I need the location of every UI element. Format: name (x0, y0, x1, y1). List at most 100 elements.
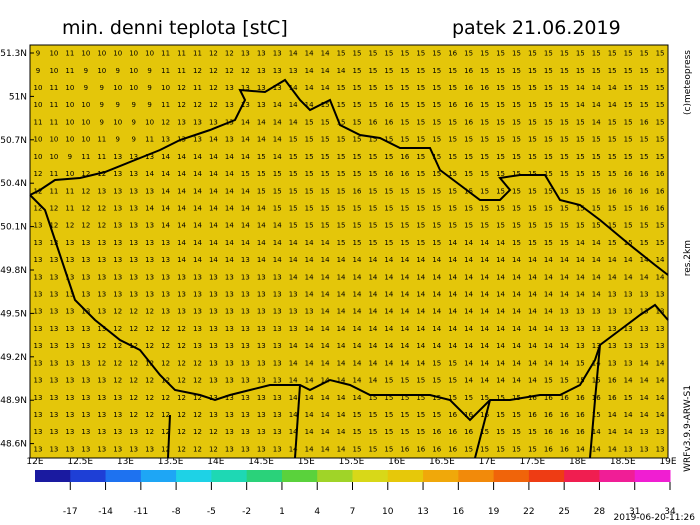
grid-value: 15 (624, 153, 633, 161)
grid-value: 12 (193, 428, 202, 436)
grid-value: 13 (49, 377, 58, 385)
grid-value: 12 (145, 325, 154, 333)
grid-value: 15 (368, 170, 377, 178)
grid-value: 13 (113, 445, 122, 453)
grid-value: 13 (113, 222, 122, 230)
grid-value: 12 (209, 101, 218, 109)
grid-value: 13 (113, 170, 122, 178)
grid-value: 14 (337, 256, 346, 264)
grid-value: 15 (257, 153, 266, 161)
grid-value: 12 (97, 170, 106, 178)
grid-value: 14 (560, 273, 569, 281)
grid-value: 12 (193, 359, 202, 367)
grid-value: 15 (624, 222, 633, 230)
grid-value: 14 (193, 170, 202, 178)
grid-value: 15 (321, 153, 330, 161)
grid-value: 12 (177, 428, 186, 436)
grid-value: 13 (273, 291, 282, 299)
grid-value: 15 (416, 84, 425, 92)
grid-value: 15 (640, 153, 649, 161)
grid-value: 14 (464, 359, 473, 367)
grid-value: 13 (273, 359, 282, 367)
grid-value: 13 (65, 256, 74, 264)
grid-value: 14 (289, 359, 298, 367)
grid-value: 15 (480, 428, 489, 436)
grid-value: 14 (416, 256, 425, 264)
grid-value: 15 (592, 204, 601, 212)
colorbar-swatch (246, 470, 283, 482)
grid-value: 13 (225, 325, 234, 333)
grid-value: 9 (115, 101, 119, 109)
grid-value: 13 (624, 342, 633, 350)
grid-value: 15 (480, 170, 489, 178)
grid-value: 13 (65, 308, 74, 316)
colorbar-label: 10 (382, 507, 394, 517)
grid-value: 14 (273, 256, 282, 264)
grid-value: 15 (480, 118, 489, 126)
grid-value: 15 (321, 136, 330, 144)
grid-value: 14 (305, 394, 314, 402)
grid-value: 15 (464, 170, 473, 178)
grid-value: 15 (432, 359, 441, 367)
grid-value: 14 (592, 428, 601, 436)
lon-label: 15E (298, 457, 315, 467)
grid-value: 14 (512, 359, 521, 367)
grid-value: 14 (337, 377, 346, 385)
grid-value: 14 (592, 101, 601, 109)
colorbar-label: -2 (242, 507, 251, 517)
grid-value: 16 (353, 187, 362, 195)
grid-value: 14 (432, 325, 441, 333)
grid-value: 15 (337, 187, 346, 195)
grid-value: 14 (624, 428, 633, 436)
grid-value: 13 (113, 273, 122, 281)
grid-value: 12 (34, 170, 43, 178)
grid-value: 14 (321, 67, 330, 75)
grid-value: 15 (512, 67, 521, 75)
grid-value: 14 (368, 256, 377, 264)
grid-value: 13 (49, 428, 58, 436)
grid-value: 14 (257, 239, 266, 247)
grid-value: 13 (241, 359, 250, 367)
grid-value: 15 (608, 239, 617, 247)
grid-value: 15 (496, 84, 505, 92)
grid-value: 13 (225, 84, 234, 92)
grid-value: 13 (145, 445, 154, 453)
grid-value: 11 (65, 187, 74, 195)
grid-value: 14 (353, 377, 362, 385)
grid-value: 15 (528, 67, 537, 75)
grid-value: 15 (416, 187, 425, 195)
grid-value: 14 (592, 118, 601, 126)
grid-value: 10 (129, 50, 138, 58)
grid-value: 13 (97, 411, 106, 419)
grid-value: 13 (129, 204, 138, 212)
grid-value: 15 (496, 428, 505, 436)
grid-value: 12 (161, 359, 170, 367)
colorbar-label: 25 (558, 507, 569, 517)
grid-value: 11 (161, 67, 170, 75)
grid-value: 12 (209, 50, 218, 58)
grid-value: 15 (321, 170, 330, 178)
grid-value: 15 (432, 411, 441, 419)
grid-value: 13 (257, 411, 266, 419)
grid-value: 15 (337, 84, 346, 92)
grid-value: 14 (400, 308, 409, 316)
grid-value: 15 (416, 50, 425, 58)
grid-value: 15 (337, 136, 346, 144)
grid-value: 14 (209, 222, 218, 230)
grid-value: 14 (528, 325, 537, 333)
grid-value: 14 (656, 394, 665, 402)
grid-value: 14 (496, 342, 505, 350)
grid-value: 10 (161, 84, 170, 92)
lat-label: 50.4N (0, 179, 27, 189)
grid-value: 14 (353, 394, 362, 402)
grid-value: 15 (512, 101, 521, 109)
lon-label: 13.5E (158, 457, 184, 467)
grid-value: 16 (400, 445, 409, 453)
grid-value: 14 (384, 342, 393, 350)
grid-value: 13 (81, 256, 90, 264)
grid-value: 15 (368, 394, 377, 402)
grid-value: 10 (65, 84, 74, 92)
grid-value: 13 (65, 239, 74, 247)
grid-value: 14 (273, 222, 282, 230)
